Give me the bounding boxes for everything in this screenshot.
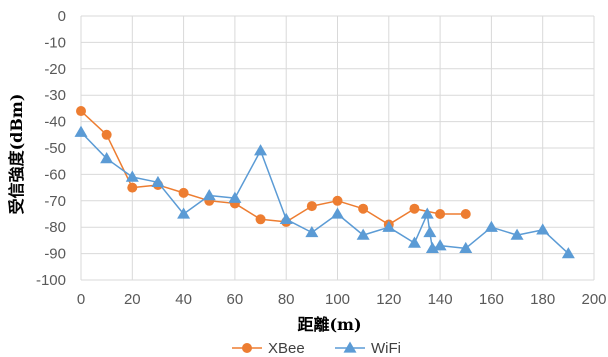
y-tick-label: -60 (44, 166, 66, 183)
wifi-point (228, 191, 242, 203)
wifi-point (74, 125, 88, 137)
x-axis-ticks: 0 20 40 60 80 100 120 140 160 180 200 (77, 291, 607, 308)
y-tick-label: -30 (44, 87, 66, 104)
legend-label-wifi: WiFi (371, 340, 401, 357)
xbee-point (409, 203, 420, 214)
grid (80, 15, 595, 281)
wifi-point (536, 223, 550, 235)
y-tick-label: -100 (36, 272, 66, 289)
wifi-point (420, 207, 434, 219)
xbee-point (101, 129, 112, 140)
y-tick-label: -50 (44, 140, 66, 157)
wifi-point (100, 152, 114, 164)
y-axis-ticks: 0 -10 -20 -30 -40 -50 -60 -70 -80 -90 -100 (36, 8, 66, 289)
legend-label-xbee: XBee (268, 340, 305, 357)
xbee-point (255, 214, 266, 225)
wifi-point (459, 241, 473, 253)
x-tick-label: 60 (227, 291, 244, 308)
legend-item-wifi: WiFi (335, 340, 401, 357)
y-tick-label: -40 (44, 114, 66, 131)
x-tick-label: 20 (124, 291, 141, 308)
series-xbee (76, 106, 471, 230)
xbee-point (332, 195, 343, 206)
x-tick-label: 100 (325, 291, 350, 308)
wifi-point (510, 228, 524, 240)
y-tick-label: -90 (44, 246, 66, 263)
xbee-point (358, 203, 369, 214)
wifi-point (125, 170, 139, 182)
series-line-wifi (80, 131, 569, 255)
wifi-point (423, 225, 437, 238)
series-wifi (74, 125, 575, 259)
y-tick-label: -80 (44, 219, 66, 236)
x-tick-label: 140 (428, 291, 453, 308)
legend-item-xbee: XBee (232, 340, 305, 357)
xbee-point (178, 187, 189, 198)
legend: XBee WiFi (232, 340, 401, 357)
wifi-point (433, 239, 447, 251)
wifi-point (177, 207, 191, 219)
x-tick-label: 80 (278, 291, 295, 308)
xbee-point (306, 201, 317, 212)
wifi-point (356, 228, 370, 240)
xbee-point (460, 209, 471, 219)
legend-marker-wifi (343, 341, 357, 353)
x-tick-label: 200 (581, 291, 606, 308)
x-tick-label: 0 (77, 291, 85, 308)
wifi-point (305, 225, 319, 238)
xbee-point (435, 209, 446, 219)
series-line-xbee (80, 110, 466, 226)
y-tick-label: -20 (44, 61, 66, 78)
xbee-point (76, 106, 86, 117)
x-tick-label: 40 (175, 291, 192, 308)
wifi-point (561, 247, 575, 259)
wifi-point (407, 236, 421, 248)
wifi-point (484, 220, 498, 232)
x-axis-title: 距離(m) (297, 315, 361, 334)
y-axis-title: 受信強度(dBm) (7, 94, 26, 215)
x-tick-label: 120 (376, 291, 401, 308)
wifi-point (151, 175, 165, 187)
legend-marker-xbee (242, 343, 252, 353)
wifi-point (254, 144, 268, 156)
y-tick-label: 0 (58, 8, 66, 25)
y-tick-label: -10 (44, 34, 66, 51)
x-tick-label: 180 (530, 291, 555, 308)
series-layer (74, 106, 575, 259)
y-tick-label: -70 (44, 193, 66, 210)
wifi-point (382, 220, 396, 232)
wifi-point (279, 212, 293, 224)
wifi-point (331, 207, 344, 219)
x-tick-label: 160 (479, 291, 504, 308)
wifi-point (202, 189, 216, 201)
xbee-point (127, 182, 138, 193)
